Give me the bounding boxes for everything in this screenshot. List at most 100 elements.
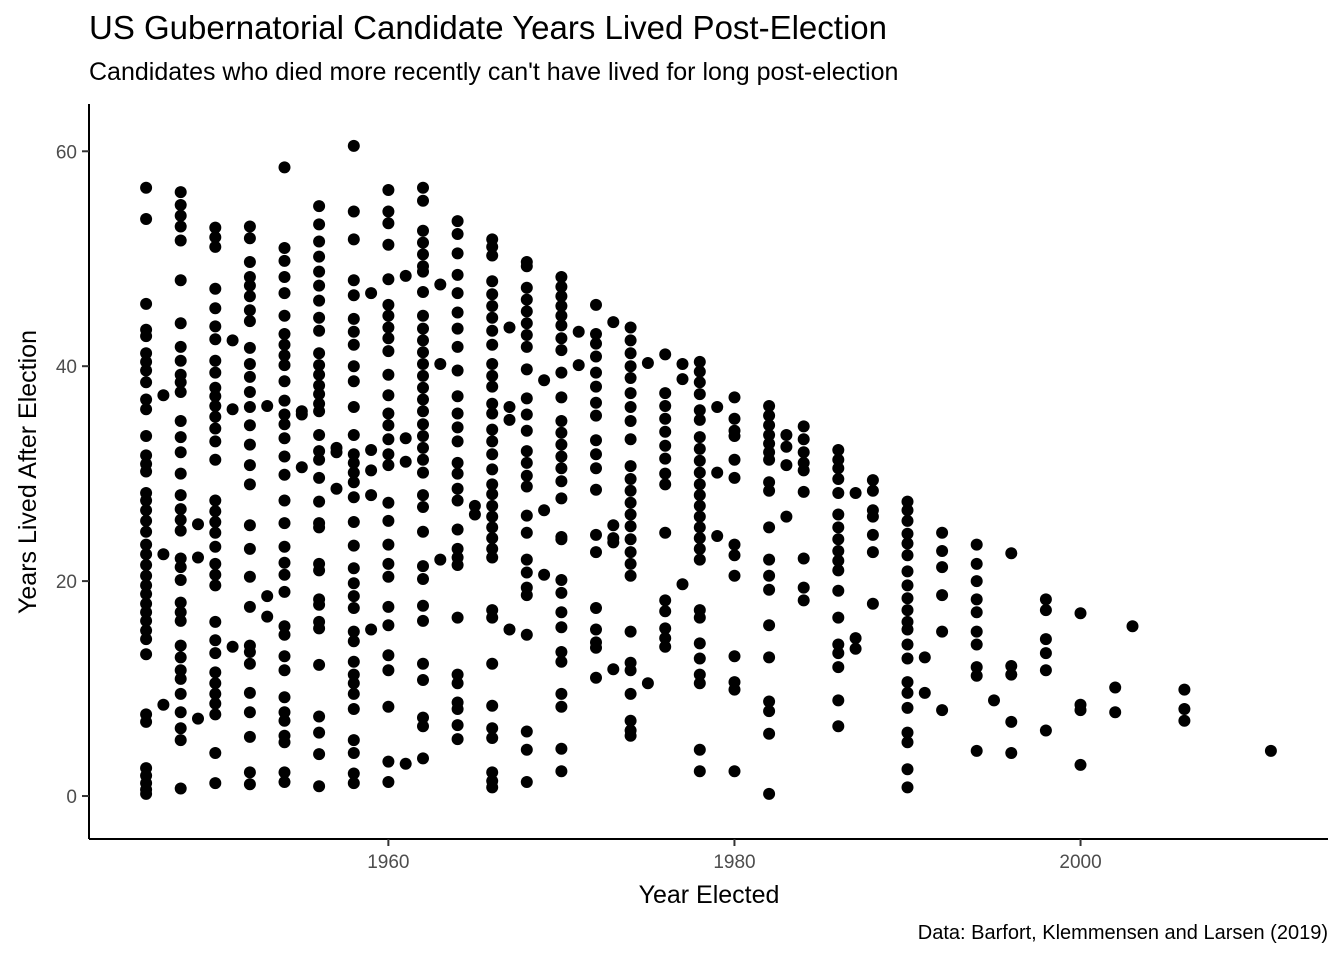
- data-point: [503, 401, 516, 413]
- data-point: [1178, 703, 1191, 715]
- data-point: [243, 686, 256, 699]
- data-point: [901, 549, 914, 562]
- data-point: [901, 514, 914, 527]
- data-point: [486, 542, 499, 555]
- data-point: [417, 466, 429, 479]
- data-point: [451, 677, 464, 690]
- data-point: [970, 661, 983, 674]
- data-point: [451, 719, 464, 732]
- data-point: [417, 752, 429, 765]
- data-point: [866, 484, 879, 497]
- data-point: [313, 218, 326, 231]
- data-point: [970, 593, 983, 606]
- data-point: [243, 341, 256, 354]
- data-point: [624, 473, 637, 485]
- data-point: [313, 311, 326, 324]
- data-point: [209, 777, 222, 790]
- data-point: [140, 597, 153, 610]
- data-point: [278, 556, 291, 569]
- data-point: [590, 623, 602, 636]
- data-point: [832, 533, 845, 546]
- data-point: [243, 256, 256, 268]
- data-point: [901, 527, 914, 540]
- data-point: [693, 376, 706, 389]
- data-point: [901, 579, 914, 592]
- data-point: [174, 199, 187, 211]
- data-point: [486, 240, 499, 253]
- data-point: [693, 743, 706, 756]
- data-point: [243, 646, 256, 658]
- data-point: [209, 526, 222, 539]
- data-point: [520, 589, 533, 602]
- data-point: [590, 337, 602, 350]
- data-point: [936, 561, 949, 574]
- data-point: [417, 525, 429, 538]
- data-point: [866, 546, 879, 559]
- data-point: [347, 360, 360, 373]
- data-point: [209, 666, 222, 679]
- data-point: [347, 448, 360, 461]
- data-point: [347, 539, 360, 552]
- data-point: [209, 697, 222, 710]
- data-point: [520, 509, 533, 522]
- data-point: [157, 389, 170, 402]
- data-point: [486, 657, 499, 670]
- data-point: [174, 513, 187, 526]
- data-point: [243, 419, 256, 432]
- data-point: [624, 546, 637, 559]
- axes-layer: 1960 1980 2000 0 20 40 60: [56, 104, 1328, 873]
- data-point: [382, 368, 395, 381]
- data-point: [243, 232, 256, 245]
- data-point: [313, 347, 326, 360]
- data-point: [832, 611, 845, 624]
- data-point: [1074, 607, 1087, 620]
- data-point: [555, 687, 568, 700]
- data-point: [1264, 744, 1277, 757]
- data-point: [693, 413, 706, 426]
- data-point: [365, 444, 378, 456]
- data-point: [313, 368, 326, 381]
- data-point: [382, 273, 395, 286]
- data-point: [417, 599, 429, 612]
- data-point: [382, 496, 395, 509]
- data-point: [209, 282, 222, 295]
- data-point: [417, 489, 429, 502]
- data-point: [417, 501, 429, 513]
- data-point: [140, 376, 153, 389]
- data-point: [417, 674, 429, 686]
- data-point: [174, 606, 187, 619]
- data-point: [174, 467, 187, 480]
- data-point: [849, 487, 862, 499]
- data-point: [451, 482, 464, 495]
- data-point: [417, 573, 429, 585]
- data-point: [278, 494, 291, 507]
- data-point: [243, 519, 256, 532]
- data-point: [676, 373, 689, 386]
- data-point: [486, 478, 499, 491]
- data-point: [797, 552, 810, 565]
- data-point: [555, 426, 568, 439]
- data-point: [174, 220, 187, 233]
- data-point: [832, 720, 845, 733]
- data-point: [624, 714, 637, 727]
- data-point: [140, 614, 153, 627]
- data-point: [468, 508, 481, 521]
- data-point: [555, 475, 568, 488]
- data-point: [728, 569, 741, 582]
- data-point: [313, 622, 326, 635]
- data-point: [313, 379, 326, 392]
- data-point: [313, 710, 326, 723]
- data-point: [278, 450, 291, 463]
- data-point: [486, 532, 499, 545]
- data-point: [313, 200, 326, 213]
- data-point: [140, 548, 153, 561]
- data-point: [347, 325, 360, 338]
- data-point: [936, 704, 949, 717]
- data-point: [607, 519, 620, 532]
- data-point: [347, 635, 360, 648]
- data-point: [832, 508, 845, 521]
- data-point: [399, 455, 412, 468]
- data-point: [347, 767, 360, 780]
- data-point: [278, 714, 291, 727]
- data-point: [278, 540, 291, 553]
